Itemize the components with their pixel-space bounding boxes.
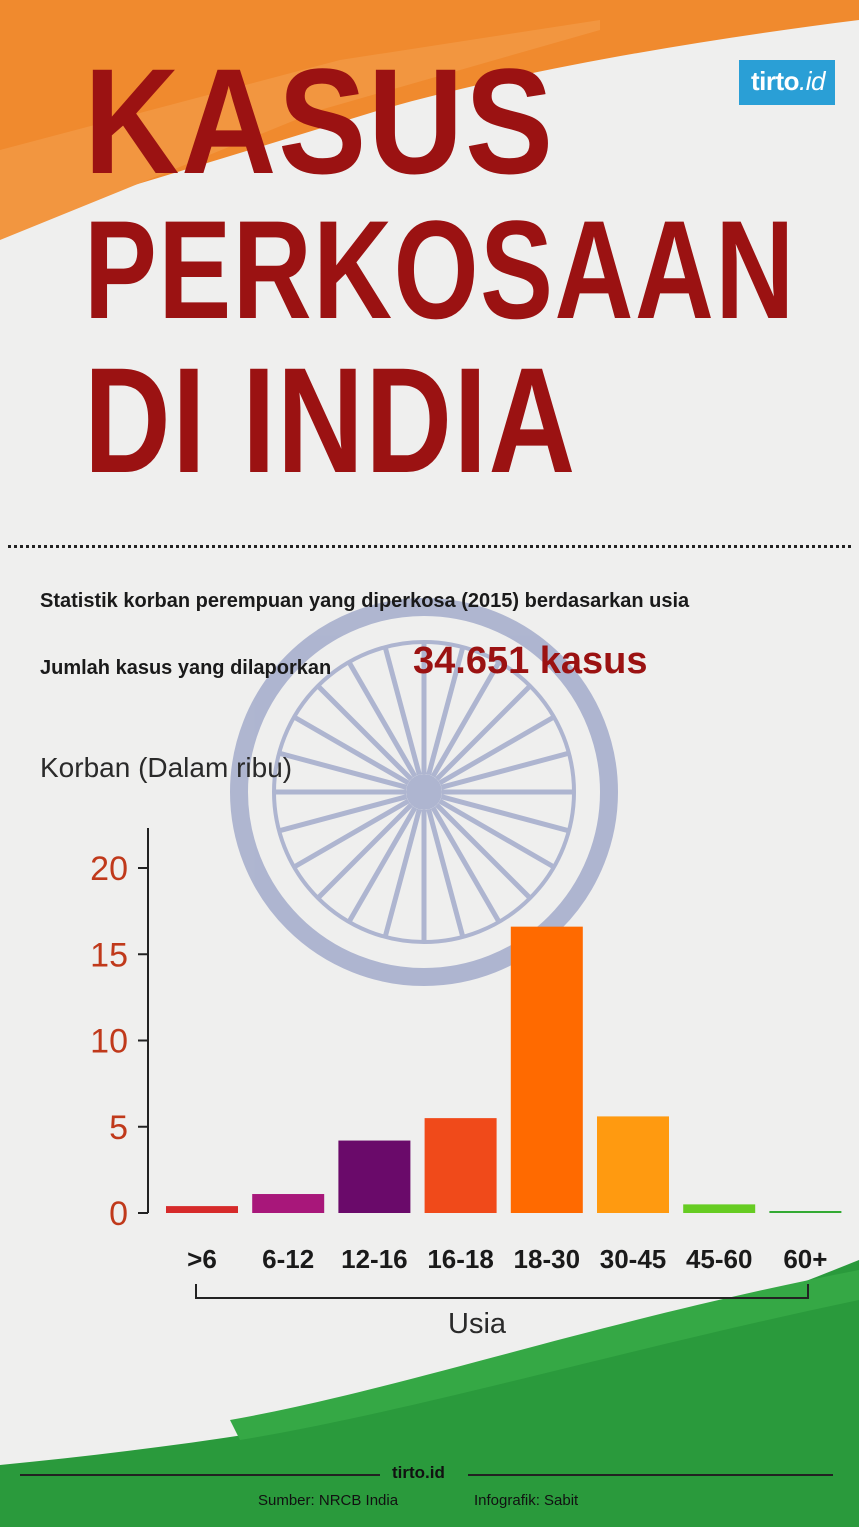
dotted-divider bbox=[8, 545, 851, 548]
credit-text: Infografik: Sabit bbox=[474, 1492, 579, 1509]
bar bbox=[252, 1194, 325, 1213]
title-line-2: PERKOSAAN bbox=[84, 191, 796, 348]
y-tick-label: 15 bbox=[90, 936, 128, 974]
bar bbox=[510, 926, 583, 1213]
source-text: Sumber: NRCB India bbox=[258, 1492, 399, 1509]
bar bbox=[166, 1206, 238, 1213]
ashoka-chakra-icon bbox=[230, 598, 618, 986]
saffron-brush-stroke bbox=[0, 0, 859, 240]
title-line-1: KASUS bbox=[84, 37, 555, 205]
total-value: 34.651 kasus bbox=[413, 640, 648, 682]
bar bbox=[338, 1140, 411, 1213]
green-brush-stroke bbox=[0, 1260, 859, 1527]
total-label: Jumlah kasus yang dilaporkan bbox=[40, 657, 332, 679]
x-tick-label: 18-30 bbox=[514, 1244, 581, 1274]
subtitle: Statistik korban perempuan yang diperkos… bbox=[40, 590, 690, 612]
x-tick-label: 12-16 bbox=[341, 1244, 408, 1274]
x-tick-label: 16-18 bbox=[427, 1244, 494, 1274]
y-tick-label: 10 bbox=[90, 1023, 128, 1061]
bar bbox=[683, 1204, 756, 1213]
y-tick-label: 0 bbox=[109, 1195, 128, 1233]
x-axis-label: Usia bbox=[448, 1308, 507, 1340]
footer-line-left bbox=[20, 1474, 380, 1476]
x-tick-label: 6-12 bbox=[262, 1244, 314, 1274]
title-line-3: DI INDIA bbox=[84, 336, 577, 504]
x-tick-label: 60+ bbox=[783, 1244, 827, 1274]
y-tick-label: 5 bbox=[109, 1109, 128, 1147]
x-tick-label: 45-60 bbox=[686, 1244, 753, 1274]
bar bbox=[424, 1118, 497, 1213]
x-axis-bracket bbox=[195, 1284, 809, 1299]
x-tick-label: 30-45 bbox=[600, 1244, 667, 1274]
y-axis-label: Korban (Dalam ribu) bbox=[40, 752, 293, 783]
x-tick-label: >6 bbox=[187, 1244, 217, 1274]
brand-logo: tirto.id bbox=[738, 60, 835, 105]
bar bbox=[769, 1211, 842, 1213]
footer-line-right bbox=[468, 1474, 833, 1476]
y-tick-label: 20 bbox=[90, 850, 128, 888]
footer-brand: tirto.id bbox=[392, 1463, 445, 1482]
bar bbox=[597, 1116, 669, 1213]
